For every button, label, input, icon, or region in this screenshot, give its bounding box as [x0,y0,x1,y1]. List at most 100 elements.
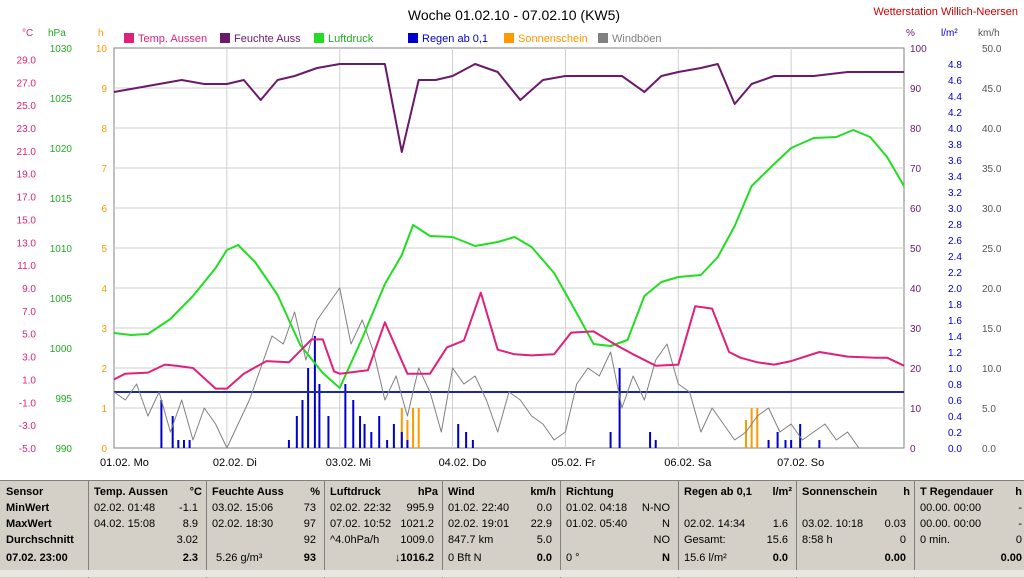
legend-swatch-temp [124,33,134,43]
rain-tick-label: 4.4 [948,92,962,103]
temp-tick-label: 17.0 [17,193,37,204]
stats-pressure-avg: 1009.0 [400,534,434,546]
rain-tick-label: 2.8 [948,220,962,231]
stats-raindur-min-time: 00.00. 00:00 [920,502,982,514]
legend-label-temp: Temp. Aussen [138,33,207,45]
rain-bar [818,440,821,448]
stats-rain-total-label: Gesamt: [684,534,726,546]
stats-rain-sum: 15.6 l/m² [684,552,727,564]
rain-tick-label: 0.6 [948,396,962,407]
rain-tick-label: 0.0 [948,444,962,455]
stats-direction-avg: NO [653,534,671,546]
temp-tick-label: 9.0 [22,284,36,295]
temp-tick-label: 27.0 [17,78,37,89]
stats-temp-max-time: 04.02. 15:08 [94,518,156,530]
stats-direction-max-value: N [662,518,670,530]
stats-row-min-label: MinWert [6,502,50,514]
stats-pressure-min-value: 995.9 [406,502,434,514]
pressure-tick-label: 995 [55,394,72,405]
rain-tick-label: 2.4 [948,252,962,263]
rain-bar [457,424,460,448]
stats-sunshine-total: 8:58 h [802,534,833,546]
stats-wind-max-value: 22.9 [530,518,552,530]
stats-temp-min-time: 02.02. 01:48 [94,502,156,514]
rain-bar [784,440,787,448]
wind-tick-label: 15.0 [982,324,1002,335]
stats-pressure: Luftdruck hPa 02.02. 22:32 995.9 07.02. 10… [330,484,438,572]
stats-temp-avg: 3.02 [176,534,198,546]
sunshine-bar [406,420,409,448]
wind-tick-label: 20.0 [982,284,1002,295]
stats-humidity-abs: 5.26 g/m³ [216,552,263,564]
pressure-tick-label: 1030 [50,44,73,55]
rain-bar [790,440,793,448]
rain-bar [776,432,779,448]
stats-raindur-avg: 0 [1015,534,1022,546]
wind-tick-label: 30.0 [982,204,1002,215]
x-tick-label: 06.02. Sa [664,457,712,469]
humidity-tick-label: 20 [910,364,922,375]
stats-humidity-max-time: 02.02. 18:30 [212,518,274,530]
wind-tick-label: 25.0 [982,244,1002,255]
x-tick-label: 03.02. Mi [326,457,371,469]
rain-bar [386,440,389,448]
rain-tick-label: 1.0 [948,364,962,375]
stats-row-max-label: MaxWert [6,518,52,530]
sun-tick-label: 5 [101,244,107,255]
humidity-tick-label: 60 [910,204,922,215]
stats-humidity-max-value: 97 [303,518,316,530]
rain-bar [188,440,191,448]
sun-tick-label: 9 [101,84,107,95]
stats-wind-min-time: 01.02. 22:40 [448,502,510,514]
rain-tick-label: 0.2 [948,428,962,439]
stats-sunshine: Sonnenschein h 03.02. 10:18 0.03 8:58 h 0 0… [802,484,910,572]
humidity-tick-label: 70 [910,164,922,175]
sun-tick-label: 6 [101,204,107,215]
gusts-line [113,287,904,449]
humidity-tick-label: 10 [910,404,922,415]
temp-tick-label: -5.0 [19,444,37,455]
chart-grid [113,47,905,449]
wind-tick-label: 35.0 [982,164,1002,175]
sun-tick-label: 2 [101,364,107,375]
pressure-tick-label: 990 [55,444,72,455]
stats-direction: Richtung 01.02. 04:18 N-NO 01.02. 05:40 N … [566,484,674,572]
stats-pressure-header: Luftdruck [330,486,381,498]
stats-direction-min-time: 01.02. 04:18 [566,502,628,514]
humidity-tick-label: 0 [910,444,916,455]
rain-tick-label: 2.2 [948,268,962,279]
legend-label-sunshine: Sonnenschein [518,33,588,45]
sunshine-bar [412,408,415,448]
stats-wind-header: Wind [448,486,475,498]
humidity-line [113,63,904,153]
rain-tick-label: 2.0 [948,284,962,295]
rain-tick-label: 0.4 [948,412,962,423]
rain-bar [618,368,621,448]
stats-rain-max-time: 02.02. 14:34 [684,518,746,530]
legend-label-rain: Regen ab 0,1 [422,33,488,45]
stats-humidity: Feuchte Auss% 03.02. 15:06 73 02.02. 18:3… [212,484,320,572]
stats-temp-min-value: -1.1 [179,502,198,514]
sun-tick-label: 3 [101,324,107,335]
rain-bar [649,432,652,448]
stats-sensor: Sensor MinWert MaxWert Durchschnitt 07.0… [6,484,86,572]
temp-tick-label: 1.0 [22,375,36,386]
x-tick-label: 07.02. So [777,457,824,469]
humidity-axis-unit: % [906,28,915,39]
rain-tick-label: 2.6 [948,236,962,247]
temp-tick-label: -1.0 [19,398,37,409]
stats-raindur-unit: h [1015,486,1022,498]
legend-swatch-gusts [598,33,608,43]
temp-tick-label: 29.0 [17,55,37,66]
rain-tick-label: 0.8 [948,380,962,391]
rain-bar [378,416,381,448]
stats-raindur-minutes: 0 min. [920,534,950,546]
stats-rain-current: 0.0 [772,552,788,564]
temp-tick-label: 11.0 [17,261,36,272]
window-bottom-edge [0,570,1024,577]
rain-tick-label: 4.8 [948,60,962,71]
stats-temp-unit: °C [189,486,202,498]
rain-bar [295,416,298,448]
rain-tick-label: 4.2 [948,108,962,119]
stats-pressure-current: ↓1016.2 [394,552,434,564]
